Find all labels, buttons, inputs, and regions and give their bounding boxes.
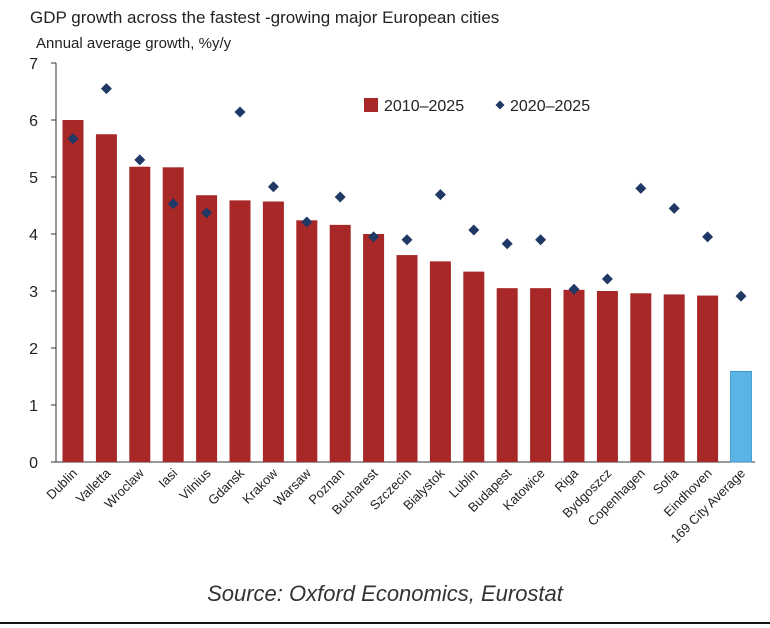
point-diamond <box>167 198 179 210</box>
bar <box>229 200 251 462</box>
bottom-rule <box>0 622 770 624</box>
point-diamond <box>635 182 647 194</box>
point-diamond <box>301 216 313 228</box>
y-tick-label: 2 <box>29 341 38 358</box>
bar <box>730 370 752 463</box>
point-diamond <box>401 234 413 246</box>
y-tick-label: 3 <box>29 284 38 301</box>
bar <box>262 201 284 462</box>
bar <box>129 166 151 463</box>
y-tick-label: 1 <box>29 398 38 415</box>
legend-label: 2020–2025 <box>510 98 590 115</box>
point-diamond <box>601 273 613 285</box>
legend-swatch-diamond <box>495 100 505 110</box>
bar <box>329 224 351 462</box>
point-diamond <box>735 290 747 302</box>
y-tick-label: 6 <box>29 113 38 130</box>
point-diamond <box>67 133 79 145</box>
point-diamond <box>434 189 446 201</box>
point-diamond <box>568 283 580 295</box>
point-diamond <box>468 224 480 236</box>
bar <box>596 291 618 462</box>
chart-subtitle: Annual average growth, %y/y <box>36 35 232 52</box>
bar <box>429 261 451 462</box>
point-diamond <box>668 202 680 214</box>
chart-title: GDP growth across the fastest -growing m… <box>30 8 500 27</box>
y-tick-label: 4 <box>29 227 38 244</box>
x-tick-label: Warsaw <box>270 465 314 509</box>
bar <box>95 134 117 462</box>
point-diamond <box>267 181 279 193</box>
bar <box>463 271 485 462</box>
source-note: Source: Oxford Economics, Eurostat <box>207 581 563 606</box>
point-diamond <box>535 234 547 246</box>
y-tick-label: 0 <box>29 455 38 472</box>
bar <box>62 120 84 462</box>
x-tick-label: Gdansk <box>205 465 248 508</box>
point-diamond <box>134 154 146 166</box>
bar <box>630 293 652 462</box>
point-diamond <box>368 231 380 243</box>
bar <box>162 167 184 462</box>
bar <box>196 195 218 463</box>
point-diamond <box>234 106 246 118</box>
bar <box>530 288 552 462</box>
x-tick-label: Iasi <box>155 465 180 490</box>
point-diamond <box>201 207 213 219</box>
y-tick-label: 7 <box>29 56 38 73</box>
bar <box>563 289 585 462</box>
bar <box>363 234 385 462</box>
bar <box>296 220 318 462</box>
legend-swatch-bar <box>364 98 378 112</box>
point-diamond <box>702 231 714 243</box>
point-diamond <box>100 83 112 95</box>
x-tick-label: Riga <box>552 465 582 495</box>
bar <box>396 255 418 462</box>
legend-label: 2010–2025 <box>384 98 464 115</box>
bar <box>496 288 518 462</box>
bar <box>697 295 719 462</box>
point-diamond <box>334 191 346 203</box>
bar <box>663 294 685 462</box>
y-tick-label: 5 <box>29 170 38 187</box>
point-diamond <box>501 238 513 250</box>
